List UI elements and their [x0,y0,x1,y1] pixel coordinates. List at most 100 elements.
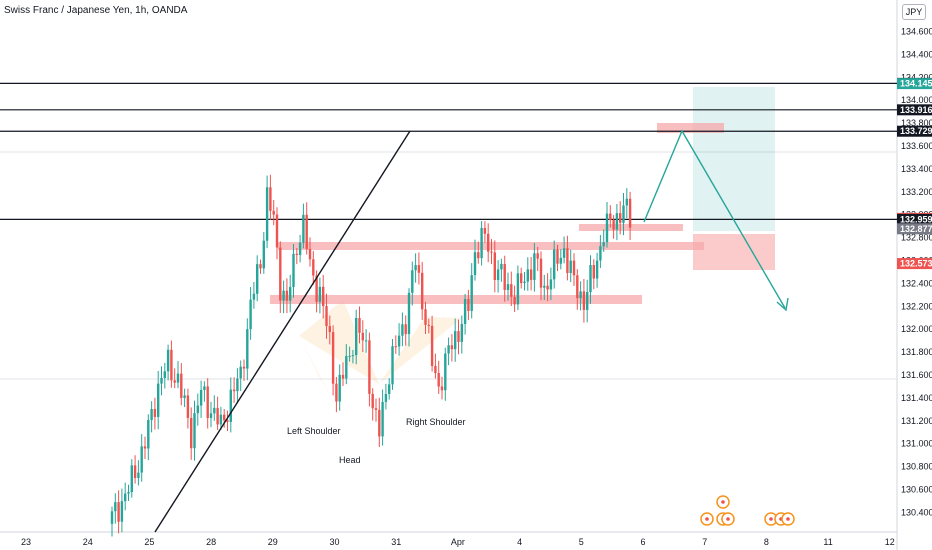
y-axis-tick-label: 132.400 [901,278,932,288]
candle [595,252,599,288]
candle [249,287,252,340]
candle [292,244,295,298]
position-profit-zone[interactable] [693,87,775,231]
candle [295,248,298,265]
candle [437,360,440,394]
candle [345,344,348,385]
candle [536,246,539,271]
y-axis-tick-label: 134.400 [901,49,932,59]
candle [239,360,242,392]
candle [394,335,397,354]
candle [559,249,562,270]
candle [120,488,124,533]
candle [576,269,579,310]
neckline-zone[interactable] [270,295,642,304]
candle [473,239,477,281]
candle [183,388,186,408]
projection-arrow-head [776,297,789,312]
head-label: Head [339,455,361,465]
candle [470,263,473,319]
event-icon[interactable] [781,512,795,526]
candle [226,410,229,432]
candle [374,398,378,422]
candle [275,207,279,260]
event-icon[interactable] [716,495,730,509]
candle [628,191,632,241]
candle [355,309,358,365]
event-icons[interactable] [700,495,795,526]
candle [493,240,496,293]
candle [127,484,130,501]
candle [160,366,163,396]
candle [490,239,493,265]
candle [199,380,203,418]
event-icon[interactable] [721,512,735,526]
candle [166,344,170,381]
candle [157,371,160,430]
candle [411,261,414,306]
candle [586,279,589,323]
svg-text:133.916: 133.916 [900,105,932,115]
y-axis-tick-label: 134.600 [901,27,932,37]
candle [265,175,269,249]
candle [368,332,371,407]
candle [203,381,206,402]
candle [269,174,272,220]
candle [579,281,582,311]
svg-text:132.959: 132.959 [900,214,932,224]
trend-line[interactable] [154,130,411,533]
candle [318,277,322,314]
price-label-badge: 133.729 [897,125,932,137]
candle [328,315,331,345]
candle [378,397,381,448]
candle [282,280,285,314]
candle [173,368,176,389]
right-shoulder-label: Right Shoulder [406,417,466,427]
currency-badge[interactable]: JPY [902,4,926,20]
candle [364,329,368,353]
candle [186,388,190,429]
svg-text:133.729: 133.729 [900,126,932,136]
candle [302,203,305,249]
candle [589,255,592,304]
candle [467,289,470,321]
y-axis-tick-label: 130.600 [901,485,932,495]
candle [533,243,536,292]
candle [602,229,605,252]
candle [262,231,265,274]
candle [180,363,183,406]
candle [556,244,559,272]
y-axis-tick-label: 133.200 [901,187,932,197]
candle [246,318,249,381]
candle [163,362,166,389]
event-icon[interactable] [764,512,778,526]
left-shoulder-area [299,336,330,395]
candle [229,377,232,433]
candle [447,337,450,366]
x-axis-tick-label: 6 [640,537,645,547]
svg-text:132.573: 132.573 [900,259,932,269]
candle [566,235,569,281]
candle [421,261,424,320]
event-icon[interactable] [700,512,714,526]
price-label-badge: 132.959 [897,213,932,225]
target-zone[interactable] [657,123,724,133]
candle [414,253,417,283]
projection-path[interactable] [643,129,786,309]
candle [612,215,615,239]
candle [450,334,454,362]
candle [150,401,153,433]
candle [361,320,364,353]
svg-text:132.877: 132.877 [900,224,932,234]
candle [434,353,437,379]
y-axis-tick-label: 131.000 [901,439,932,449]
position-loss-zone[interactable] [693,234,775,270]
candle [325,293,328,339]
candle [513,285,516,312]
candle [381,389,384,446]
candle [110,506,114,537]
y-axis-tick-label: 133.400 [901,164,932,174]
candle [622,192,625,236]
candle [117,490,120,534]
